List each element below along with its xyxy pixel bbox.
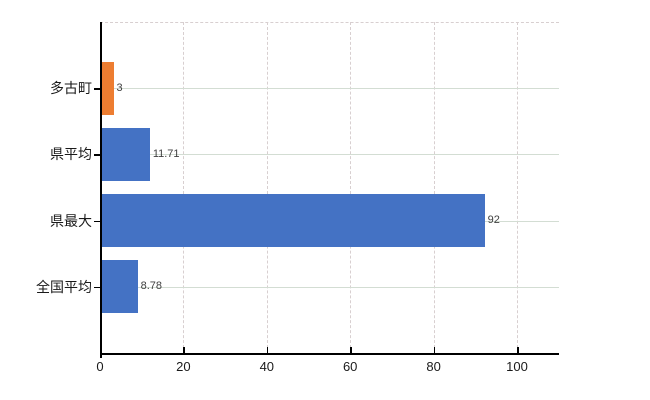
bar-多古町 <box>101 61 114 115</box>
row-gridline <box>100 286 559 288</box>
category-label: 多古町 <box>50 80 92 97</box>
x-axis-tick <box>517 347 519 353</box>
y-axis-tick <box>94 88 100 90</box>
vertical-gridline <box>433 22 435 353</box>
y-axis <box>100 22 102 358</box>
bar-県平均 <box>101 127 150 181</box>
bar-value-label: 92 <box>487 214 500 227</box>
x-axis-tick <box>100 347 102 353</box>
y-axis-tick <box>94 220 100 223</box>
x-tick-label: 60 <box>342 359 358 374</box>
plot-top-border <box>100 22 559 23</box>
x-tick-label: 80 <box>426 359 441 374</box>
y-axis-tick <box>94 154 100 156</box>
x-axis <box>100 353 559 355</box>
bar-value-label: 11.71 <box>152 147 180 160</box>
x-axis-tick <box>433 347 436 353</box>
x-axis-tick <box>350 347 352 353</box>
x-tick-label: 40 <box>259 359 275 374</box>
vertical-gridline <box>266 22 268 353</box>
category-label: 県最大 <box>50 212 92 229</box>
x-tick-label: 100 <box>506 359 528 374</box>
vertical-gridline <box>517 22 518 353</box>
vertical-gridline <box>350 22 352 353</box>
x-tick-label: 0 <box>96 359 104 374</box>
bar-全国平均 <box>101 260 138 314</box>
x-axis-tick <box>266 347 269 353</box>
row-gridline <box>100 88 559 90</box>
row-gridline <box>100 154 559 156</box>
x-axis-tick <box>183 347 185 353</box>
bar-value-label: 8.78 <box>140 280 163 293</box>
category-label: 全国平均 <box>36 278 92 295</box>
vertical-gridline <box>183 22 185 353</box>
x-tick-label: 20 <box>176 359 191 374</box>
y-axis-tick <box>94 286 100 289</box>
category-label: 県平均 <box>50 146 92 163</box>
bar-value-label: 3 <box>116 81 123 94</box>
bar-県最大 <box>101 194 485 248</box>
